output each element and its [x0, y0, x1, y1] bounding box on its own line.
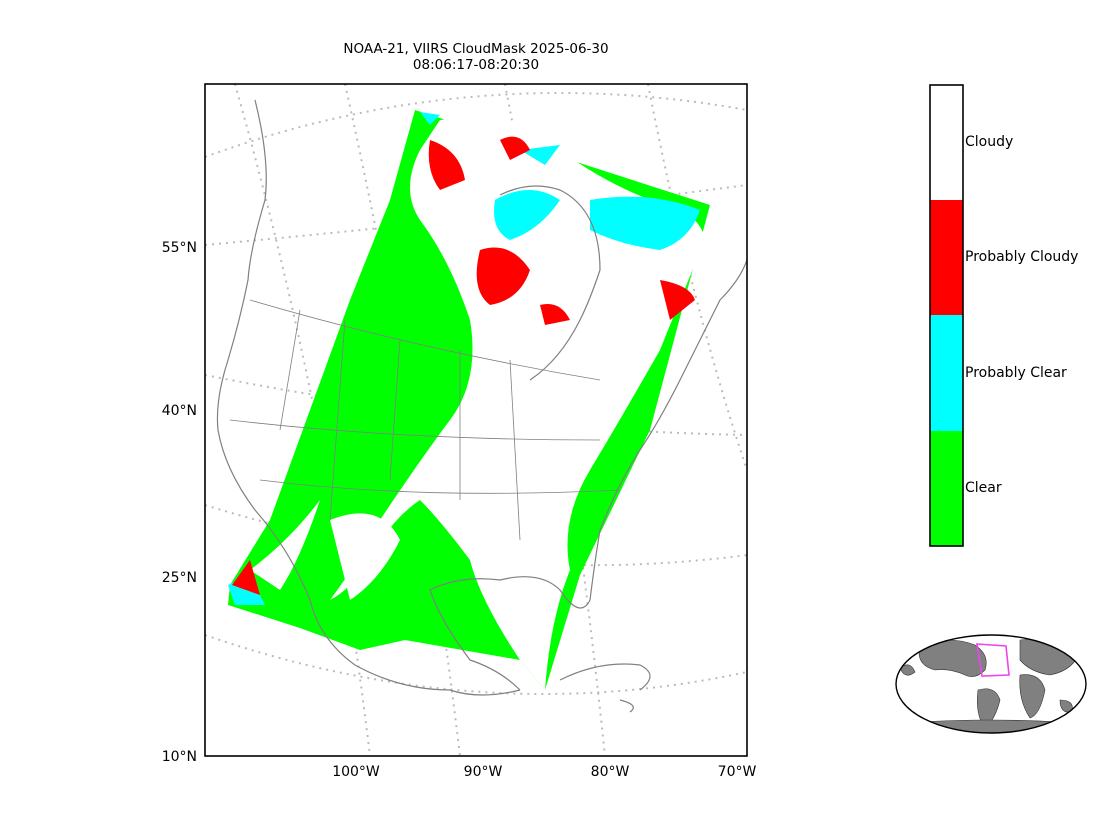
- map-panel: [204, 83, 748, 757]
- colorbar-swatch-clear: [930, 431, 963, 546]
- title-line-1: NOAA-21, VIIRS CloudMask 2025-06-30: [343, 41, 608, 57]
- colorbar-swatch-probably-clear: [930, 315, 963, 431]
- colorbar-swatch-probably-cloudy: [930, 200, 963, 315]
- inset-frame: [895, 634, 1087, 734]
- y-tick-label: 55°N: [162, 240, 197, 256]
- title-line-2: 08:06:17-08:20:30: [413, 57, 539, 73]
- x-tick-label: 80°W: [591, 764, 630, 780]
- y-axis-labels: 55°N 40°N 25°N 10°N: [162, 240, 197, 765]
- cloudmask-swath: [228, 110, 710, 690]
- colorbar-label-cloudy: Cloudy: [965, 134, 1013, 150]
- colorbar-label-probably-cloudy: Probably Cloudy: [965, 249, 1078, 265]
- inset-land: [899, 638, 1081, 733]
- state-borders: [229, 299, 621, 541]
- x-tick-label: 70°W: [718, 764, 757, 780]
- map-frame: [204, 83, 748, 757]
- colorbar-label-probably-clear: Probably Clear: [965, 365, 1067, 381]
- x-tick-label: 90°W: [464, 764, 503, 780]
- colorbar-label-clear: Clear: [965, 480, 1002, 496]
- colorbar: Cloudy Probably Cloudy Probably Clear Cl…: [929, 84, 1078, 547]
- y-tick-label: 25°N: [162, 570, 197, 586]
- x-axis-labels: 100°W 90°W 80°W 70°W: [332, 764, 756, 780]
- colorbar-frame: [929, 84, 964, 547]
- inset-world-map: [895, 634, 1087, 734]
- inset-swath-box: [976, 643, 1010, 677]
- y-tick-label: 10°N: [162, 749, 197, 765]
- coastlines: [216, 99, 747, 713]
- x-tick-label: 100°W: [332, 764, 380, 780]
- y-tick-label: 40°N: [162, 403, 197, 419]
- colorbar-swatch-cloudy: [930, 85, 963, 200]
